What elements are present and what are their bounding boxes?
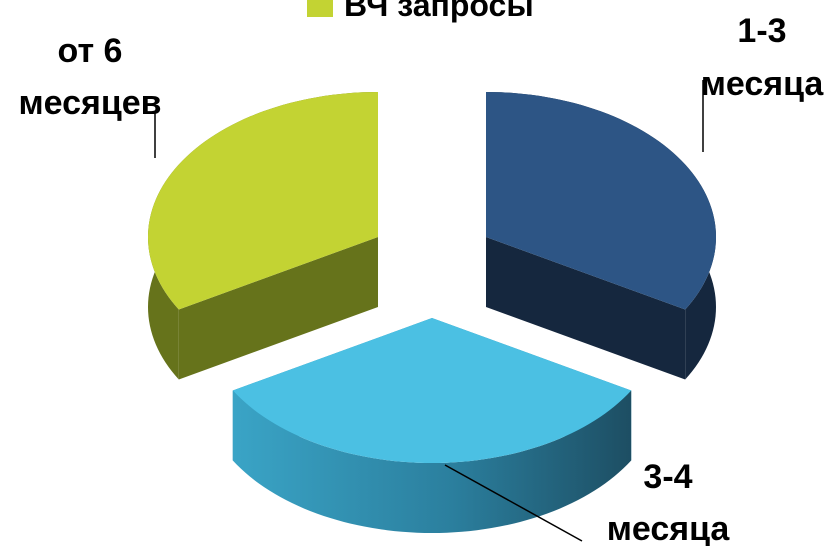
slice-wall	[486, 237, 686, 380]
legend-label: ВЧ запросы	[344, 0, 534, 23]
slice-rim	[232, 390, 632, 533]
legend-swatch	[307, 0, 333, 17]
pie-slice	[486, 92, 716, 380]
slice-label: 3-4	[643, 458, 692, 496]
slice-top	[232, 318, 632, 463]
leader-line	[444, 464, 583, 542]
slice-label: месяца	[701, 65, 825, 103]
pie-slices	[147, 92, 716, 533]
slice-labels: 1-3 месяца 3-4 месяца от 6 месяцев	[18, 12, 824, 546]
slice-top	[147, 92, 378, 310]
slice-label: от 6	[58, 32, 123, 70]
legend: ВЧ запросы	[307, 0, 534, 23]
leader-lines	[154, 80, 704, 542]
slice-label: месяца	[607, 510, 731, 546]
pie-slice	[147, 92, 378, 380]
slice-wall	[178, 237, 378, 380]
slice-top	[486, 92, 716, 310]
slice-label: 1-3	[737, 12, 786, 50]
pie-slice	[232, 318, 632, 533]
slice-label: месяцев	[18, 84, 161, 122]
